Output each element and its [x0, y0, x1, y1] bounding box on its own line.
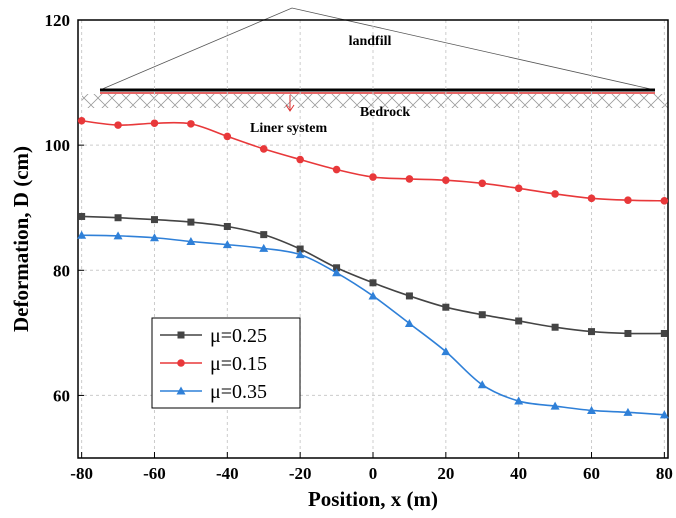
legend-marker — [176, 386, 186, 395]
arrow-head — [285, 104, 295, 112]
marker — [478, 179, 487, 188]
x-tick-label: -60 — [143, 464, 166, 483]
marker — [624, 329, 632, 337]
legend-label: μ=0.35 — [210, 381, 267, 403]
marker — [259, 145, 268, 153]
legend-marker — [177, 331, 185, 339]
marker — [514, 396, 524, 405]
x-tick-label: 0 — [369, 464, 378, 483]
legend-marker — [177, 359, 185, 367]
marker — [588, 328, 596, 336]
marker — [369, 279, 377, 287]
marker — [77, 230, 87, 239]
marker — [150, 119, 159, 128]
marker — [77, 116, 86, 125]
marker — [404, 318, 414, 327]
marker — [405, 292, 413, 300]
marker — [332, 165, 341, 174]
marker — [113, 231, 123, 240]
marker — [660, 329, 668, 337]
marker — [223, 132, 232, 141]
x-tick-label: -80 — [70, 464, 93, 483]
marker — [550, 401, 560, 410]
marker — [187, 120, 195, 128]
marker — [223, 222, 231, 230]
marker — [441, 347, 451, 356]
y-tick-label: 60 — [53, 386, 70, 405]
marker — [551, 190, 559, 198]
marker — [222, 240, 232, 249]
marker — [332, 268, 342, 277]
y-axis-title: Deformation, D (cm) — [9, 146, 33, 332]
marker — [405, 175, 414, 183]
marker — [587, 194, 596, 203]
marker — [368, 291, 378, 300]
plot-frame — [77, 19, 669, 459]
marker — [149, 233, 159, 242]
marker — [296, 155, 304, 164]
marker — [623, 407, 633, 416]
bedrock-hatch — [82, 94, 668, 108]
annotation: Bedrock — [360, 105, 411, 120]
marker — [478, 311, 486, 319]
marker — [150, 216, 158, 224]
marker — [259, 243, 269, 252]
x-tick-label: 20 — [437, 464, 454, 483]
x-tick-label: -40 — [216, 464, 239, 483]
marker — [514, 184, 523, 193]
x-axis-title: Position, x (m) — [308, 487, 438, 511]
x-tick-label: 80 — [656, 464, 673, 483]
legend-label: μ=0.15 — [210, 353, 267, 375]
marker — [515, 317, 523, 325]
legend-label: μ=0.25 — [210, 325, 267, 347]
marker — [442, 303, 450, 311]
y-tick-label: 100 — [45, 136, 71, 155]
marker — [660, 197, 669, 205]
marker — [551, 323, 559, 331]
marker — [624, 196, 632, 205]
marker — [296, 245, 304, 253]
landfill-outline — [99, 7, 656, 91]
marker — [78, 212, 86, 220]
marker — [659, 410, 669, 419]
marker — [442, 176, 450, 184]
marker — [260, 231, 268, 239]
annotation: Liner system — [250, 121, 327, 136]
x-tick-label: -20 — [289, 464, 312, 483]
marker — [114, 121, 122, 129]
y-tick-label: 80 — [53, 261, 70, 280]
annotation: landfill — [349, 34, 392, 49]
marker — [333, 264, 341, 272]
marker — [587, 405, 597, 414]
x-tick-label: 60 — [583, 464, 600, 483]
y-tick-label: 120 — [45, 11, 71, 30]
landfill-sketch — [82, 7, 668, 112]
legend: μ=0.25 μ=0.15 μ=0.35 — [151, 317, 301, 409]
marker — [186, 237, 196, 246]
marker — [369, 173, 377, 181]
marker — [477, 380, 487, 389]
x-tick-label: 40 — [510, 464, 527, 483]
marker — [295, 250, 305, 259]
marker — [187, 218, 195, 226]
marker — [114, 214, 122, 222]
